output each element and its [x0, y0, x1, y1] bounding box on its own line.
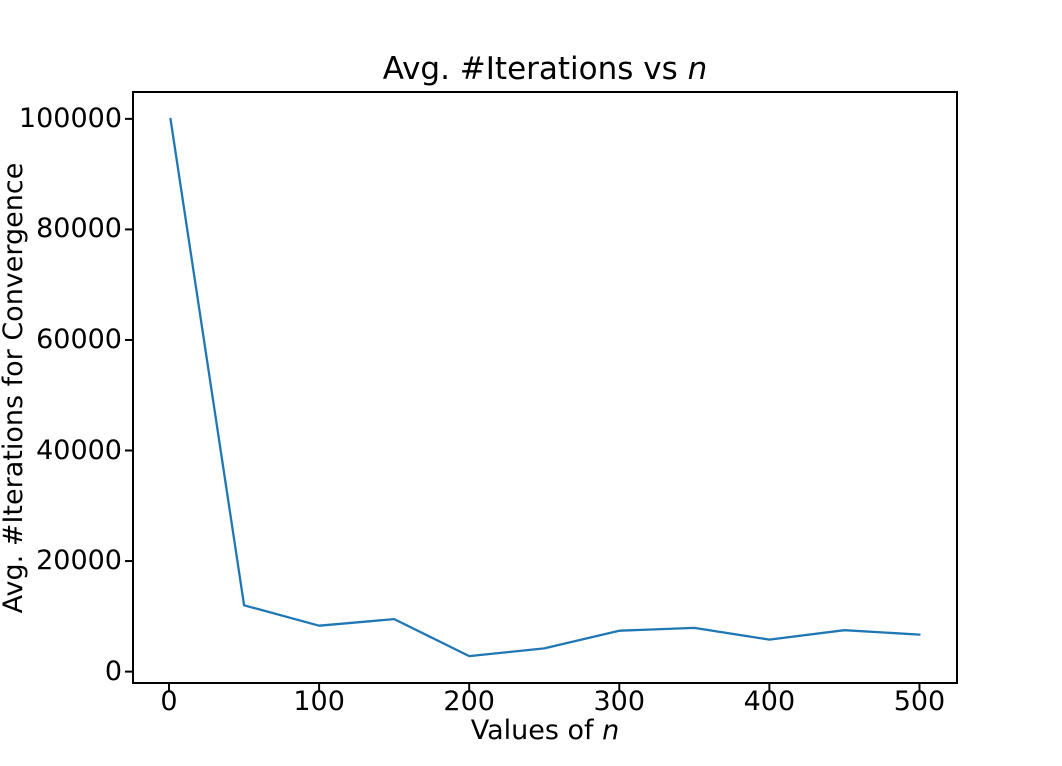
chart-title-italic-n: n: [687, 51, 708, 87]
x-tick-label: 100: [293, 686, 345, 717]
y-tick-label: 40000: [36, 434, 122, 466]
y-tick-label: 80000: [36, 213, 122, 245]
x-tick-label: 200: [443, 686, 495, 717]
x-axis-label-italic-n: n: [602, 715, 620, 746]
axes-frame: [132, 91, 958, 684]
y-tick-label: 20000: [36, 545, 122, 577]
data-line: [169, 117, 921, 658]
y-tick-label: 60000: [36, 323, 122, 355]
x-axis-label-text: Values of: [470, 715, 603, 746]
y-tick-label: 0: [104, 655, 122, 687]
x-axis-label: Values of n: [133, 716, 957, 746]
x-tick-label: 300: [593, 686, 646, 717]
x-tick-label: 400: [743, 686, 796, 717]
chart-title-text: Avg. #Iterations vs: [382, 51, 688, 87]
y-tick-label: 100000: [18, 102, 122, 134]
x-tick-label: 0: [160, 686, 178, 717]
chart-title: Avg. #Iterations vs n: [133, 52, 957, 86]
x-tick-label: 500: [893, 686, 946, 717]
